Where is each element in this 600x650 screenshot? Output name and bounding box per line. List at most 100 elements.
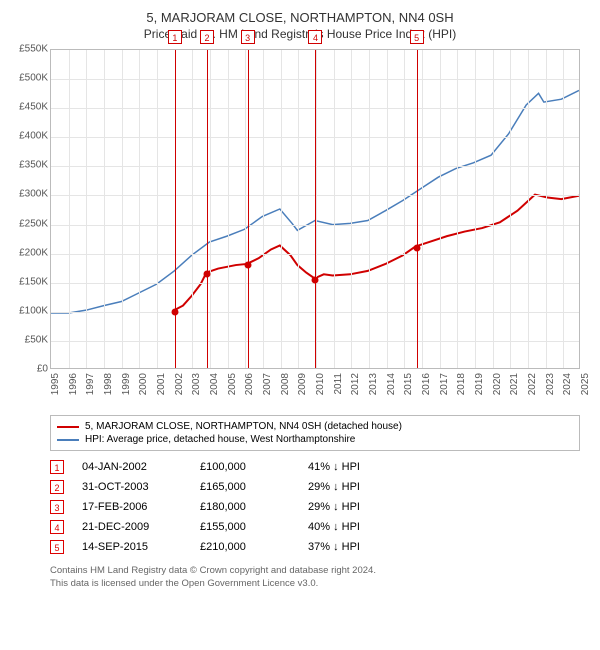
gridline-v xyxy=(528,50,529,368)
x-tick-label: 2022 xyxy=(527,373,538,395)
y-tick-label: £150K xyxy=(19,276,48,287)
gridline-v xyxy=(157,50,158,368)
y-tick-label: £250K xyxy=(19,218,48,229)
transaction-diff: 29% ↓ HPI xyxy=(308,481,398,493)
y-tick-label: £0 xyxy=(37,364,48,375)
gridline-v xyxy=(298,50,299,368)
y-tick-label: £350K xyxy=(19,160,48,171)
x-tick-label: 2017 xyxy=(439,373,450,395)
x-tick-label: 2007 xyxy=(262,373,273,395)
legend-item: 5, MARJORAM CLOSE, NORTHAMPTON, NN4 0SH … xyxy=(57,420,573,433)
transaction-price: £100,000 xyxy=(200,461,290,473)
transaction-date: 14-SEP-2015 xyxy=(82,541,182,553)
x-tick-label: 1997 xyxy=(85,373,96,395)
x-tick-label: 2009 xyxy=(297,373,308,395)
y-tick-label: £500K xyxy=(19,73,48,84)
transaction-row: 421-DEC-2009£155,00040% ↓ HPI xyxy=(50,517,580,537)
transaction-marker: 1 xyxy=(50,460,64,474)
gridline-v xyxy=(245,50,246,368)
x-tick-label: 2021 xyxy=(509,373,520,395)
transaction-row: 5 14-SEP-2015 £210,000 37% ↓ HPI xyxy=(50,537,580,557)
y-tick-label: £300K xyxy=(19,189,48,200)
gridline-v xyxy=(369,50,370,368)
x-tick-label: 1998 xyxy=(103,373,114,395)
legend-label: HPI: Average price, detached house, West… xyxy=(85,434,355,445)
x-tick-label: 2006 xyxy=(244,373,255,395)
transaction-marker: 2 xyxy=(50,480,64,494)
legend-swatch xyxy=(57,439,79,441)
y-tick-label: £400K xyxy=(19,131,48,142)
transaction-price: £210,000 xyxy=(200,541,290,553)
legend-swatch xyxy=(57,426,79,428)
gridline-v xyxy=(510,50,511,368)
x-tick-label: 2016 xyxy=(421,373,432,395)
transaction-marker: 5 xyxy=(50,540,64,554)
footnote: Contains HM Land Registry data © Crown c… xyxy=(50,565,580,591)
x-tick-label: 2001 xyxy=(156,373,167,395)
x-tick-label: 2002 xyxy=(174,373,185,395)
transaction-diff: 37% ↓ HPI xyxy=(308,541,398,553)
gridline-v xyxy=(210,50,211,368)
legend-item: HPI: Average price, detached house, West… xyxy=(57,433,573,446)
sale-marker-line xyxy=(175,50,176,368)
sale-marker-line xyxy=(207,50,208,368)
gridline-v xyxy=(563,50,564,368)
transaction-date: 31-OCT-2003 xyxy=(82,481,182,493)
gridline-v xyxy=(546,50,547,368)
transaction-diff: 41% ↓ HPI xyxy=(308,461,398,473)
x-tick-label: 2008 xyxy=(280,373,291,395)
transaction-diff: 29% ↓ HPI xyxy=(308,501,398,513)
transaction-row: 1 04-JAN-2002 £100,000 41% ↓ HPI xyxy=(50,457,580,477)
x-tick-label: 1995 xyxy=(50,373,61,395)
transaction-row: 3 17-FEB-2006 £180,000 29% ↓ HPI xyxy=(50,497,580,517)
gridline-v xyxy=(351,50,352,368)
transaction-date: 04-JAN-2002 xyxy=(82,461,182,473)
sale-marker-line xyxy=(417,50,418,368)
legend: 5, MARJORAM CLOSE, NORTHAMPTON, NN4 0SH … xyxy=(50,415,580,451)
transaction-price: £180,000 xyxy=(200,501,290,513)
x-tick-label: 1996 xyxy=(68,373,79,395)
sale-marker-line xyxy=(315,50,316,368)
footnote-line: Contains HM Land Registry data © Crown c… xyxy=(50,565,580,578)
gridline-v xyxy=(69,50,70,368)
x-tick-label: 2019 xyxy=(474,373,485,395)
transaction-date: 17-FEB-2006 xyxy=(82,501,182,513)
gridline-v xyxy=(493,50,494,368)
x-tick-label: 2014 xyxy=(386,373,397,395)
transaction-date: 21-DEC-2009 xyxy=(82,521,182,533)
transaction-marker: 4 xyxy=(50,520,64,534)
gridline-v xyxy=(387,50,388,368)
transaction-diff: 40% ↓ HPI xyxy=(308,521,398,533)
footnote-line: This data is licensed under the Open Gov… xyxy=(50,578,580,591)
sale-dot xyxy=(244,262,251,269)
x-tick-label: 2025 xyxy=(580,373,591,395)
sale-dot xyxy=(203,271,210,278)
series-property xyxy=(174,195,579,311)
y-tick-label: £550K xyxy=(19,44,48,55)
gridline-v xyxy=(475,50,476,368)
gridline-v xyxy=(281,50,282,368)
gridline-v xyxy=(404,50,405,368)
gridline-v xyxy=(192,50,193,368)
x-tick-label: 2015 xyxy=(403,373,414,395)
gridline-v xyxy=(139,50,140,368)
x-tick-label: 2020 xyxy=(492,373,503,395)
transaction-marker: 3 xyxy=(50,500,64,514)
sale-marker-line xyxy=(248,50,249,368)
sale-dot xyxy=(171,308,178,315)
y-tick-label: £450K xyxy=(19,102,48,113)
x-tick-label: 2000 xyxy=(138,373,149,395)
y-axis: £0£50K£100K£150K£200K£250K£300K£350K£400… xyxy=(10,49,50,369)
gridline-v xyxy=(86,50,87,368)
x-tick-label: 2003 xyxy=(191,373,202,395)
x-tick-label: 2018 xyxy=(456,373,467,395)
sale-marker-box: 3 xyxy=(241,30,255,44)
chart-container: 5, MARJORAM CLOSE, NORTHAMPTON, NN4 0SH … xyxy=(0,0,600,601)
gridline-v xyxy=(440,50,441,368)
chart-title: 5, MARJORAM CLOSE, NORTHAMPTON, NN4 0SH xyxy=(10,10,590,25)
sale-marker-box: 2 xyxy=(200,30,214,44)
chart-area: £0£50K£100K£150K£200K£250K£300K£350K£400… xyxy=(10,49,590,409)
gridline-v xyxy=(263,50,264,368)
x-tick-label: 2012 xyxy=(350,373,361,395)
sale-dot xyxy=(413,244,420,251)
